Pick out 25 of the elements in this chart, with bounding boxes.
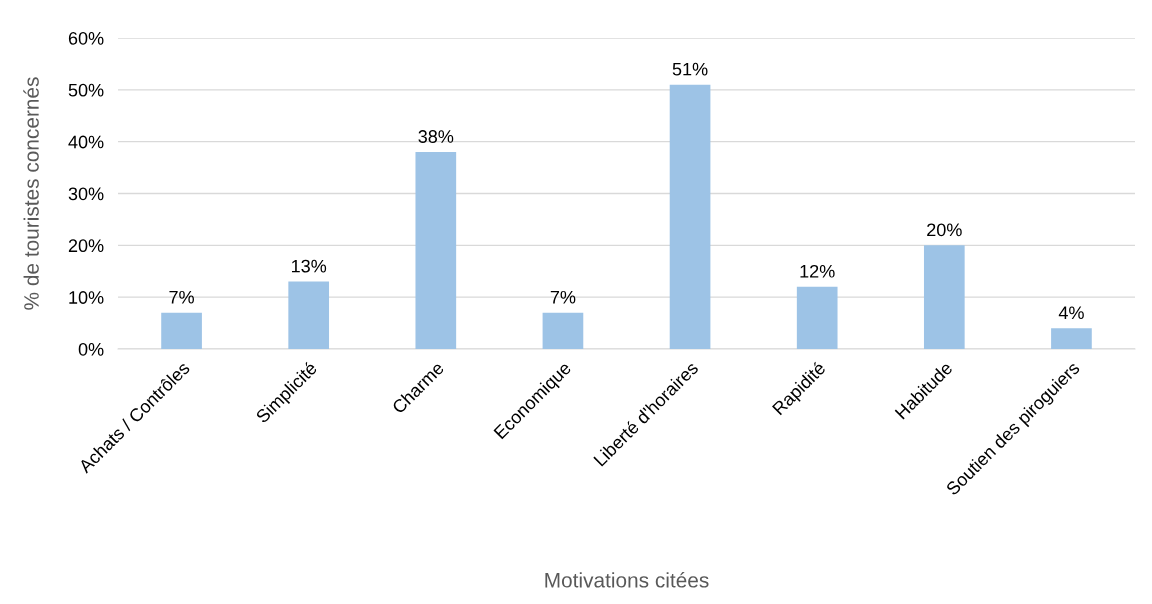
y-tick-label: 20%: [68, 239, 104, 253]
bar: [415, 152, 457, 349]
y-tick-label: 0%: [78, 342, 104, 356]
y-axis-title: % de touristes concernés: [23, 77, 39, 310]
data-label: 7%: [550, 290, 576, 304]
data-label: 13%: [292, 259, 327, 273]
bar: [161, 312, 202, 349]
data-label: 51%: [672, 62, 708, 76]
bar: [796, 286, 838, 349]
y-tick-label: 40%: [68, 135, 104, 149]
data-label: 20%: [927, 223, 962, 237]
data-label: 7%: [169, 290, 194, 304]
y-tick-label: 50%: [68, 83, 104, 97]
data-label: 12%: [800, 264, 835, 278]
bar: [542, 312, 584, 349]
y-tick-label: 60%: [68, 31, 104, 45]
data-label: 4%: [1058, 306, 1084, 320]
y-tick-label: 30%: [68, 187, 104, 201]
bar: [1051, 328, 1092, 349]
data-label: 38%: [418, 130, 454, 143]
bar: [923, 245, 965, 349]
bar: [669, 84, 711, 349]
bar: [288, 281, 330, 349]
y-tick-label: 10%: [69, 291, 104, 304]
x-axis-title: Motivations citées: [545, 572, 709, 588]
